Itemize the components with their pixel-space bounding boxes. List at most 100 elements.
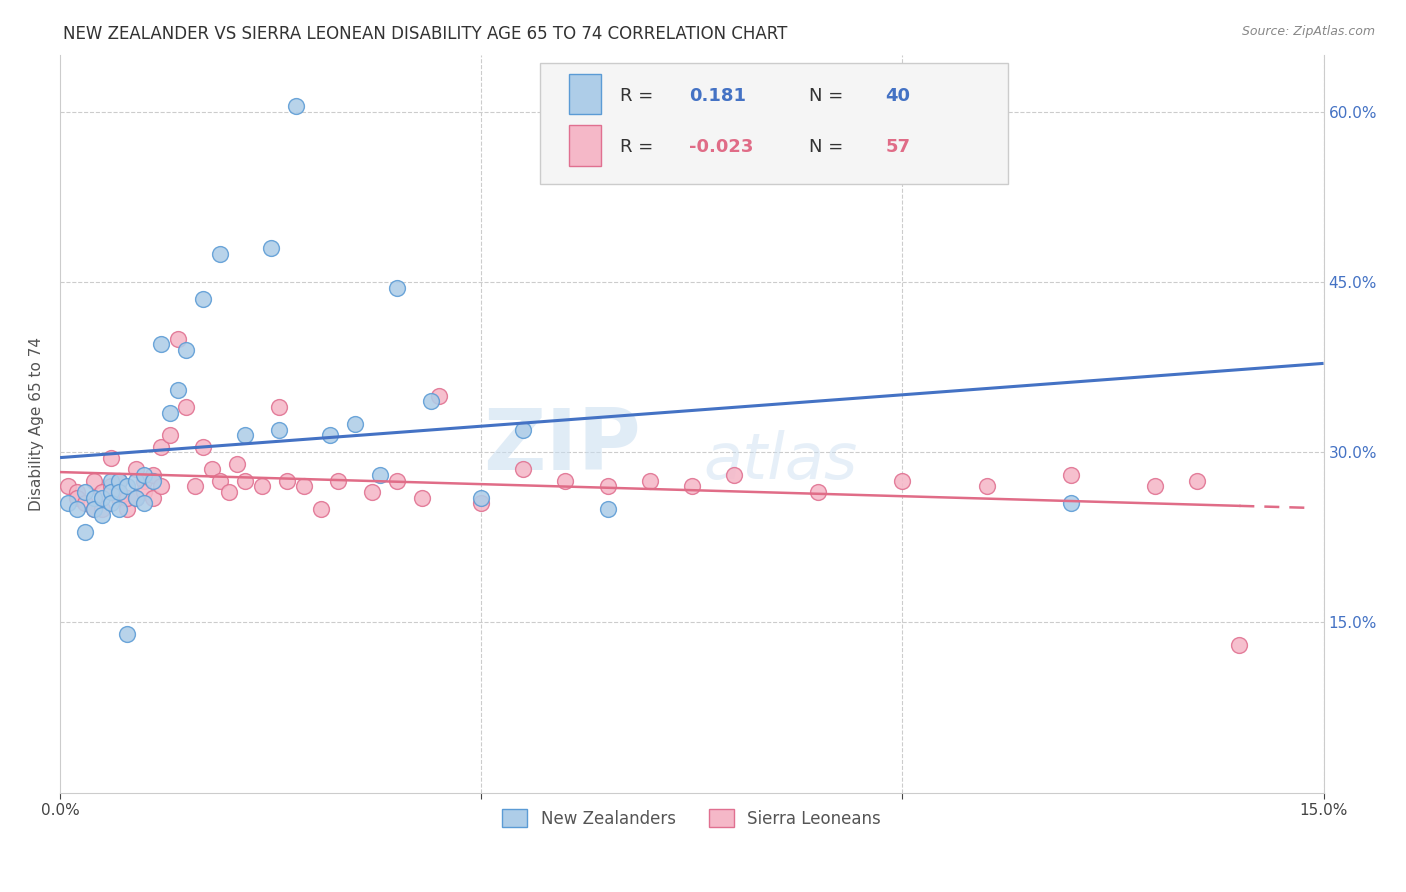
Text: Source: ZipAtlas.com: Source: ZipAtlas.com — [1241, 25, 1375, 38]
Point — [108, 491, 131, 505]
Text: N =: N = — [810, 138, 844, 156]
Point — [167, 332, 190, 346]
Point — [150, 479, 173, 493]
Point — [276, 474, 298, 488]
Point — [1187, 474, 1209, 488]
Point — [134, 485, 156, 500]
Point — [284, 99, 307, 113]
FancyBboxPatch shape — [569, 125, 600, 166]
Point — [419, 394, 441, 409]
Text: 0.181: 0.181 — [689, 87, 747, 104]
Text: 57: 57 — [886, 138, 910, 156]
Point — [134, 467, 156, 482]
Legend: New Zealanders, Sierra Leoneans: New Zealanders, Sierra Leoneans — [494, 801, 890, 836]
Point — [723, 467, 745, 482]
Point — [75, 524, 97, 539]
Point — [1227, 638, 1250, 652]
Point — [250, 479, 273, 493]
Point — [117, 491, 139, 505]
FancyBboxPatch shape — [540, 62, 1008, 185]
Point — [218, 485, 240, 500]
Point — [125, 474, 148, 488]
Point — [235, 474, 257, 488]
Point — [1144, 479, 1167, 493]
Text: NEW ZEALANDER VS SIERRA LEONEAN DISABILITY AGE 65 TO 74 CORRELATION CHART: NEW ZEALANDER VS SIERRA LEONEAN DISABILI… — [63, 25, 787, 43]
Point — [1060, 467, 1083, 482]
Point — [83, 474, 105, 488]
Point — [75, 485, 97, 500]
Point — [184, 479, 207, 493]
Point — [176, 343, 198, 358]
Point — [167, 383, 190, 397]
Point — [512, 423, 534, 437]
Point — [159, 406, 181, 420]
Text: R =: R = — [620, 138, 652, 156]
Point — [100, 485, 122, 500]
Point — [83, 502, 105, 516]
Y-axis label: Disability Age 65 to 74: Disability Age 65 to 74 — [30, 337, 44, 511]
Point — [360, 485, 382, 500]
Point — [1060, 496, 1083, 510]
Point — [108, 485, 131, 500]
Point — [134, 496, 156, 510]
Point — [150, 337, 173, 351]
Point — [142, 467, 165, 482]
Point — [142, 491, 165, 505]
Point — [66, 491, 89, 505]
Point — [117, 627, 139, 641]
Point — [292, 479, 315, 493]
Point — [512, 462, 534, 476]
Point — [470, 496, 492, 510]
Point — [100, 474, 122, 488]
Point — [267, 400, 290, 414]
Text: R =: R = — [620, 87, 652, 104]
Point — [681, 479, 703, 493]
Point — [209, 246, 232, 260]
Point — [326, 474, 349, 488]
FancyBboxPatch shape — [569, 73, 600, 114]
Point — [235, 428, 257, 442]
Point — [318, 428, 340, 442]
Point — [117, 479, 139, 493]
Point — [193, 440, 215, 454]
Point — [108, 474, 131, 488]
Point — [142, 474, 165, 488]
Point — [891, 474, 914, 488]
Text: N =: N = — [810, 87, 844, 104]
Point — [976, 479, 998, 493]
Point — [193, 292, 215, 306]
Point — [91, 502, 114, 516]
Point — [91, 508, 114, 522]
Point — [83, 491, 105, 505]
Point — [807, 485, 830, 500]
Text: 40: 40 — [886, 87, 910, 104]
Point — [638, 474, 661, 488]
Point — [66, 485, 89, 500]
Point — [343, 417, 366, 431]
Point — [150, 440, 173, 454]
Point — [427, 388, 450, 402]
Point — [226, 457, 249, 471]
Text: atlas: atlas — [703, 430, 858, 491]
Point — [100, 479, 122, 493]
Point — [58, 496, 80, 510]
Point — [108, 485, 131, 500]
Point — [66, 502, 89, 516]
Point — [125, 491, 148, 505]
Point — [309, 502, 332, 516]
Point — [100, 496, 122, 510]
Point — [267, 423, 290, 437]
Point — [368, 467, 391, 482]
Point — [91, 485, 114, 500]
Point — [117, 502, 139, 516]
Point — [201, 462, 224, 476]
Point — [159, 428, 181, 442]
Point — [411, 491, 433, 505]
Point — [209, 474, 232, 488]
Point — [259, 241, 281, 255]
Point — [385, 474, 408, 488]
Point — [125, 491, 148, 505]
Point — [385, 281, 408, 295]
Point — [58, 479, 80, 493]
Point — [75, 496, 97, 510]
